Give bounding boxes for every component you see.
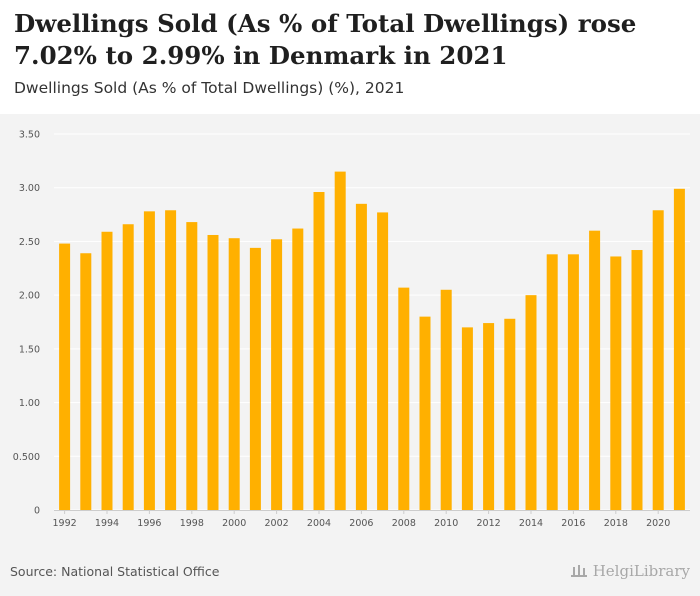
- bar-2019: [631, 250, 643, 510]
- y-axis: 0 0.500 1.00 1.50 2.00 2.50 3.00 3.50: [13, 130, 40, 517]
- bar-2007: [377, 212, 389, 510]
- y-tick-label: 0: [34, 506, 40, 517]
- bar-1996: [143, 211, 155, 510]
- x-tick-label: 2006: [349, 518, 373, 529]
- bar-2018: [610, 256, 622, 510]
- x-tick-label: 1994: [95, 518, 119, 529]
- y-tick-label: 3.00: [19, 183, 40, 194]
- bar-series: [59, 171, 685, 511]
- y-tick-label: 0.500: [13, 452, 40, 463]
- bar-2004: [313, 192, 325, 511]
- bar-1999: [207, 234, 219, 510]
- bar-1994: [101, 231, 113, 510]
- bar-1992: [59, 243, 71, 510]
- bar-1995: [122, 224, 134, 510]
- chart-title: Dwellings Sold (As % of Total Dwellings)…: [14, 9, 637, 70]
- bar-2000: [228, 238, 240, 510]
- x-tick-label: 1996: [137, 518, 161, 529]
- y-tick-label: 1.50: [19, 344, 40, 355]
- plot-area: [0, 114, 700, 540]
- x-tick-label: 2014: [519, 518, 543, 529]
- bar-1998: [186, 222, 198, 510]
- y-tick-label: 3.50: [19, 130, 40, 141]
- bar-2005: [334, 171, 346, 510]
- bar-2020: [652, 210, 664, 510]
- library-icon: [570, 565, 587, 577]
- chart-header: Dwellings Sold (As % of Total Dwellings)…: [0, 0, 700, 114]
- bar-2013: [504, 318, 516, 510]
- brand-name: HelgiLibrary: [592, 562, 690, 580]
- bar-2015: [546, 254, 558, 510]
- y-tick-label: 2.50: [19, 237, 40, 248]
- bar-2002: [271, 239, 283, 510]
- x-tick-label: 1998: [180, 518, 204, 529]
- x-axis: 1992 1994 1996 1998 2000 2002 2004 2006 2008 2010…: [53, 510, 690, 529]
- bar-2014: [525, 295, 537, 510]
- x-tick-label: 2012: [477, 518, 501, 529]
- x-tick-label: 2016: [561, 518, 585, 529]
- x-tick-label: 1992: [53, 518, 77, 529]
- bar-2017: [589, 230, 601, 510]
- y-tick-label: 1.00: [19, 398, 40, 409]
- bar-2009: [419, 316, 431, 510]
- x-tick-label: 2000: [222, 518, 246, 529]
- bar-2006: [355, 203, 367, 510]
- brand-logo: HelgiLibrary: [569, 560, 690, 582]
- bar-2012: [483, 323, 495, 510]
- bar-2003: [292, 228, 304, 510]
- bar-2008: [398, 287, 410, 510]
- x-tick-label: 2002: [265, 518, 289, 529]
- x-tick-label: 2018: [604, 518, 628, 529]
- bar-2011: [461, 327, 473, 510]
- chart-subtitle: Dwellings Sold (As % of Total Dwellings)…: [14, 79, 405, 97]
- source-note: Source: National Statistical Office: [10, 564, 220, 579]
- bar-1993: [80, 253, 92, 510]
- bar-2001: [249, 247, 261, 511]
- x-tick-label: 2020: [646, 518, 670, 529]
- y-tick-label: 2.00: [19, 291, 40, 302]
- x-tick-label: 2010: [434, 518, 458, 529]
- chart-footer: Source: National Statistical Office Helg…: [0, 540, 700, 596]
- bar-2021: [673, 188, 685, 510]
- x-tick-label: 2008: [392, 518, 416, 529]
- bar-2010: [440, 289, 452, 510]
- bar-1997: [165, 210, 177, 510]
- x-tick-label: 2004: [307, 518, 331, 529]
- bar-2016: [567, 254, 579, 510]
